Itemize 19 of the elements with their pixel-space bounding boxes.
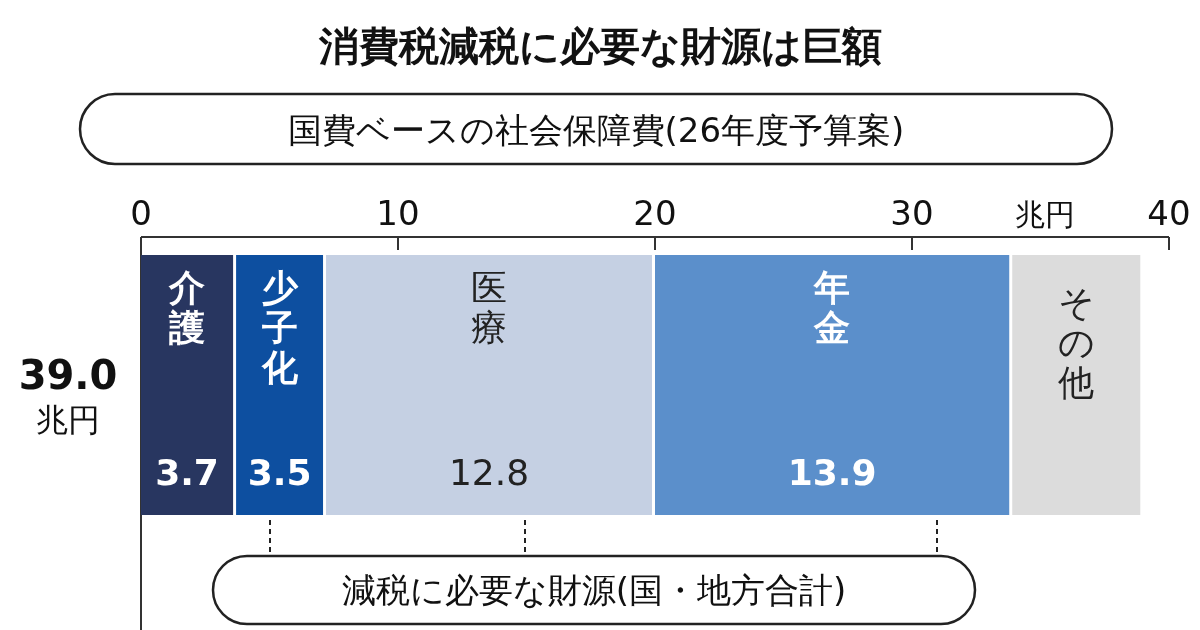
series-label: 少子化 [260, 267, 299, 388]
chart-subtitle: 国費ベースの社会保障費(26年度予算案) [287, 110, 905, 150]
x-tick-label: 10 [376, 193, 420, 233]
y-tick-label: 39.0 兆円 [18, 352, 118, 439]
data-label: 12.8 [448, 452, 530, 493]
series-label: その他 [1057, 282, 1095, 403]
x-tick-label: 0 [130, 193, 152, 233]
data-label: 3.7 [155, 452, 219, 493]
text: 減税に必要な財源(国・地方合計) [341, 570, 847, 610]
x-tick-label: 30 [890, 193, 934, 233]
data-label: 13.9 [787, 452, 877, 493]
series-label: 年金 [813, 267, 851, 348]
data-label: 3.5 [247, 452, 312, 493]
x-tick-label: 40 [1147, 193, 1191, 233]
series-label: 医療 [471, 267, 508, 348]
x-axis-title: 兆円 [1015, 197, 1075, 232]
x-tick-label: 20 [633, 193, 677, 233]
series-label: 介護 [168, 267, 206, 348]
chart-title: 消費税減税に必要な財源は巨額 [317, 23, 882, 69]
